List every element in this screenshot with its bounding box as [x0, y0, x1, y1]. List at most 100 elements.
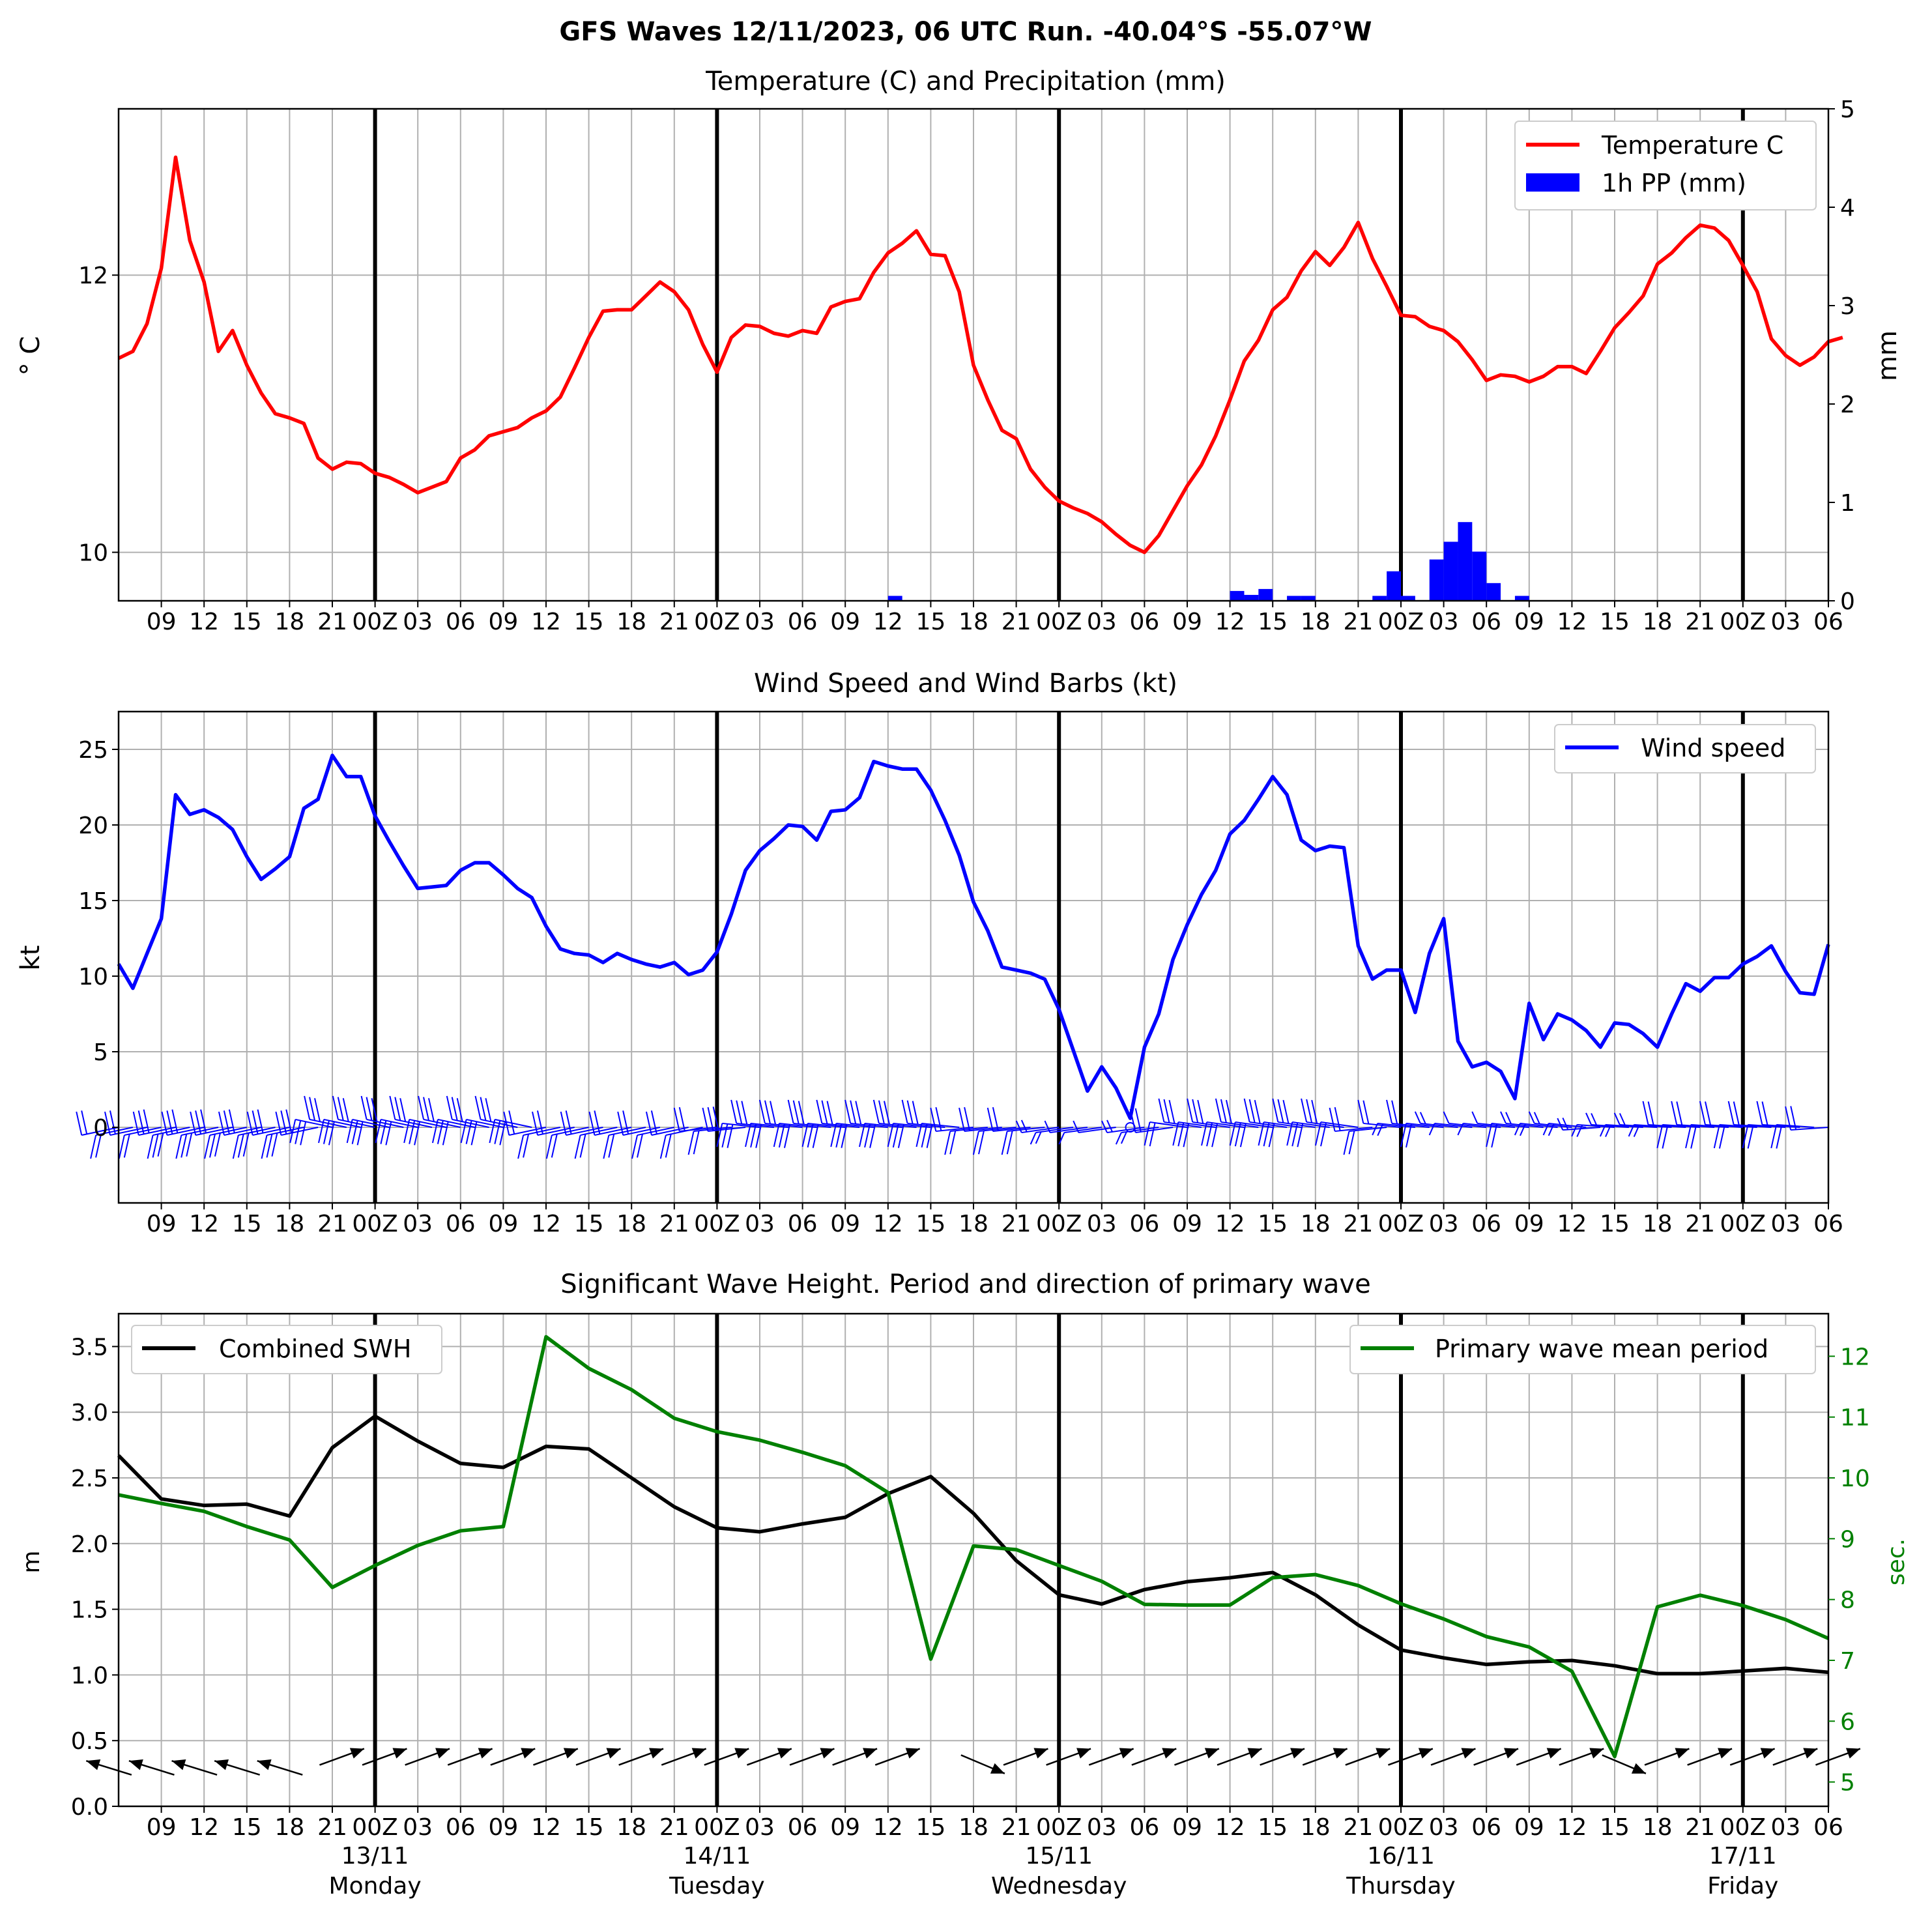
wind-barb [964, 1127, 1002, 1133]
wind-barb-feather [465, 1120, 472, 1144]
precip-bar [1486, 583, 1501, 601]
x-tick-label: 09 [1172, 1814, 1202, 1841]
wind-barb-feather [143, 1109, 150, 1133]
wave-arrow-head [1418, 1748, 1433, 1759]
wind-barb-feather [687, 1131, 695, 1155]
wind-barb-feather [323, 1120, 330, 1144]
wind-barb-feather [622, 1110, 629, 1134]
wind-barb-feather [1671, 1101, 1678, 1125]
wind-barb-feather [437, 1120, 444, 1144]
x-tick-label: 09 [830, 609, 860, 635]
wind-barb-feather [104, 1111, 111, 1136]
wave-arrow-head [649, 1748, 664, 1759]
x-tick-label: 21 [317, 1211, 347, 1237]
wind-barb-feather [76, 1111, 83, 1136]
wave-direction-arrows [85, 1748, 1861, 1776]
panel1-grid [119, 109, 1829, 601]
wind-barb-feather [409, 1120, 416, 1144]
day-date-label: 13/11 [341, 1843, 409, 1870]
panel3-title: Significant Wave Height. Period and dire… [560, 1269, 1370, 1299]
x-tick-label: 00Z [1378, 1211, 1424, 1237]
wind-barb-feather [366, 1097, 373, 1121]
x-tick-label: 06 [1813, 609, 1843, 635]
wind-barb-feather [204, 1134, 211, 1159]
wind-barb-feather [442, 1121, 449, 1146]
panel3-y2label: sec. [1883, 1538, 1910, 1585]
wind-barb-feather [536, 1110, 543, 1134]
wind-barb-feather [166, 1110, 173, 1134]
wind-barb-feather [1685, 1124, 1692, 1149]
wind-barb-feather [816, 1099, 823, 1124]
x-tick-label: 00Z [1378, 1814, 1424, 1841]
wind-barb-feather [702, 1107, 709, 1132]
wave-arrow-head [691, 1748, 706, 1759]
y2-tick-label: 9 [1840, 1526, 1855, 1553]
wind-barb-feather [798, 1101, 805, 1125]
wind-barb-feather [389, 1095, 396, 1120]
x-tick-label: 03 [1770, 609, 1800, 635]
wind-barb-feather [736, 1100, 743, 1125]
wind-barb [323, 1118, 361, 1128]
x-tick-label: 00Z [1720, 609, 1766, 635]
x-tick-label: 21 [1002, 1211, 1031, 1237]
day-weekday-label: Tuesday [669, 1873, 764, 1899]
wind-barb-feather [1192, 1099, 1199, 1123]
x-tick-label: 03 [1087, 1211, 1117, 1237]
x-tick-label: 09 [830, 1814, 860, 1841]
y2-tick-label: 5 [1840, 96, 1855, 123]
wind-barb-feather [1177, 1122, 1185, 1147]
y-tick-label: 3.5 [71, 1334, 108, 1361]
x-tick-label: 00Z [352, 1211, 397, 1237]
x-tick-label: 09 [147, 1211, 177, 1237]
wind-barb-feather [1533, 1112, 1540, 1125]
wind-barb-feather [385, 1121, 392, 1146]
wind-barb-feather [801, 1123, 809, 1148]
wind-barb-feather [1690, 1125, 1697, 1149]
wind-barb-feather [418, 1095, 425, 1120]
wind-barb-feather [579, 1134, 586, 1158]
wind-barb-feather [332, 1095, 339, 1120]
wind-barb [1149, 1121, 1188, 1128]
wind-barb-feather [987, 1107, 994, 1132]
wind-barb-feather [1571, 1124, 1578, 1137]
wind-barb-feather [1144, 1121, 1151, 1146]
wind-barb-feather [964, 1106, 971, 1131]
precip-bar [1372, 596, 1387, 601]
wind-barb-feather [1120, 1131, 1127, 1144]
wind-barb-feather [1406, 1123, 1412, 1148]
wind-barb-feather [678, 1106, 685, 1131]
wind-barb [295, 1118, 333, 1128]
wind-barb [679, 1127, 717, 1133]
wind-barb [1492, 1122, 1529, 1128]
wind-barb-feather [532, 1111, 538, 1136]
wind-barb-feather [1254, 1099, 1261, 1124]
wind-barb-feather [460, 1119, 467, 1144]
wind-barb-feather [271, 1133, 278, 1157]
figure-title: GFS Waves 12/11/2023, 06 UTC Run. -40.04… [559, 17, 1372, 47]
wind-barb-feather [346, 1119, 353, 1144]
wind-barb [1178, 1121, 1216, 1128]
x-tick-label: 18 [959, 1211, 988, 1237]
wave-arrow-head [86, 1759, 101, 1770]
wind-barb-feather [1500, 1111, 1507, 1124]
wave-arrow-head [1076, 1748, 1091, 1759]
wave-arrow-head [1290, 1748, 1305, 1759]
wind-barb [1263, 1121, 1302, 1128]
y2-tick-label: 11 [1840, 1405, 1870, 1432]
wind-barb [1406, 1122, 1444, 1128]
x-tick-label: 03 [1087, 1814, 1117, 1841]
wave-arrow-head [435, 1748, 450, 1759]
wind-barb-feather [892, 1123, 899, 1148]
x-tick-label: 03 [1770, 1814, 1800, 1841]
precip-bar [1301, 596, 1316, 601]
legend-period: Primary wave mean period [1435, 1335, 1768, 1363]
y2-tick-label: 10 [1840, 1466, 1870, 1492]
wind-barb [566, 1127, 603, 1136]
wind-barb-feather [451, 1097, 458, 1121]
wind-barb [466, 1118, 504, 1128]
wind-barb [807, 1122, 846, 1128]
y-tick-label: 0.5 [71, 1728, 108, 1755]
x-tick-label: 12 [189, 1814, 219, 1841]
y2-tick-label: 5 [1840, 1770, 1855, 1797]
wind-barb-feather [1211, 1123, 1218, 1148]
